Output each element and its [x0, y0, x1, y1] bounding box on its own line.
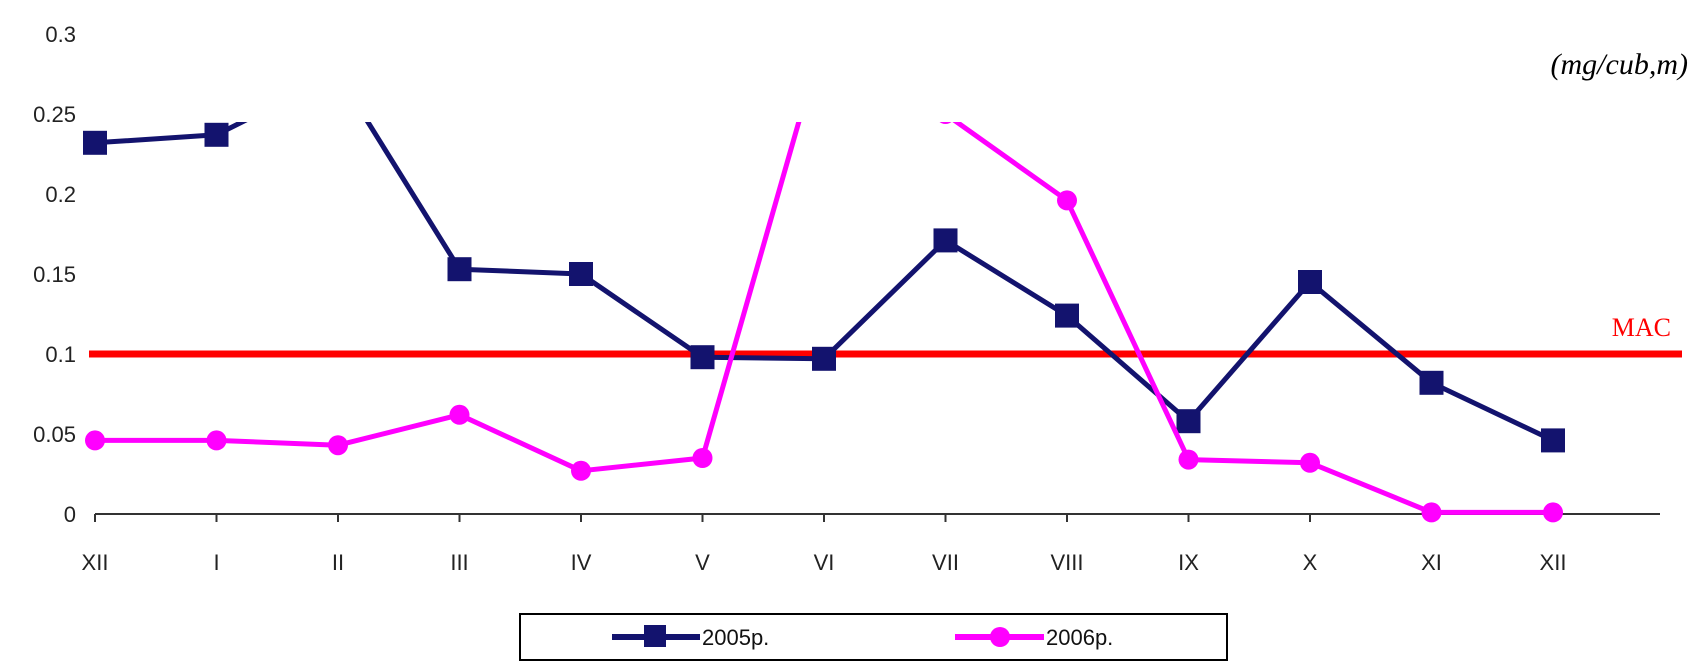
data-point: [1057, 190, 1077, 211]
data-point: [447, 257, 472, 282]
data-point: [204, 122, 229, 147]
data-point: [569, 262, 593, 286]
x-axis-ticks: XII I II III IV V VI VII VIII IX X XI XII: [82, 514, 1567, 575]
data-point: [206, 430, 227, 451]
x-tick-label: X: [1303, 550, 1318, 575]
y-tick-label: 0.25: [33, 102, 76, 127]
y-tick-label: 0.15: [33, 262, 76, 287]
legend-label-2005: 2005р.: [702, 625, 769, 650]
legend-label-2006: 2006р.: [1046, 625, 1113, 650]
x-tick-label: I: [213, 550, 219, 575]
y-tick-label: 0.2: [45, 182, 76, 207]
y-tick-label: 0.1: [45, 342, 76, 367]
x-tick-label: V: [695, 550, 710, 575]
data-point: [1300, 452, 1320, 473]
data-point: [692, 448, 713, 468]
series-line-0: [94, 122, 1555, 443]
data-point: [328, 435, 348, 456]
x-tick-label: XII: [1540, 550, 1567, 575]
data-point: [326, 62, 350, 86]
data-point: [1178, 449, 1199, 470]
x-tick-label: VI: [814, 550, 835, 575]
x-tick-label: IV: [571, 550, 592, 575]
legend-marker-2005: [644, 625, 666, 647]
data-point: [690, 345, 715, 370]
data-point: [449, 404, 470, 425]
y-tick-label: 0: [64, 502, 76, 527]
series-lines: [83, 24, 1565, 523]
data-point: [933, 228, 958, 253]
y-tick-label: 0.3: [45, 22, 76, 47]
data-point: [1543, 502, 1563, 523]
x-tick-label: III: [450, 550, 468, 575]
x-tick-label: VII: [932, 550, 959, 575]
data-point: [571, 460, 591, 481]
series-line-1: [95, 122, 1553, 515]
data-point: [814, 24, 834, 44]
legend-marker-2006: [990, 627, 1010, 647]
data-point: [1055, 303, 1079, 328]
data-point: [85, 430, 105, 451]
x-tick-label: II: [332, 550, 344, 575]
data-point: [1421, 502, 1442, 523]
legend: 2005р. 2006р.: [519, 613, 1228, 661]
x-tick-label: XII: [82, 550, 109, 575]
data-point: [83, 130, 107, 155]
data-point: [1541, 428, 1565, 453]
data-point: [1298, 270, 1322, 294]
data-point: [1419, 370, 1444, 395]
x-tick-label: XI: [1421, 550, 1442, 575]
mac-label: MAC: [1612, 313, 1671, 342]
x-tick-label: VIII: [1050, 550, 1083, 575]
y-tick-label: 0.05: [33, 422, 76, 447]
data-point: [812, 346, 836, 371]
data-point: [1176, 409, 1201, 434]
data-point: [939, 122, 952, 124]
y-axis-ticks: 00.050.10.150.20.250.30.35: [33, 22, 76, 527]
unit-label: (mg/cub,m): [1551, 48, 1688, 81]
x-tick-label: IX: [1178, 550, 1199, 575]
